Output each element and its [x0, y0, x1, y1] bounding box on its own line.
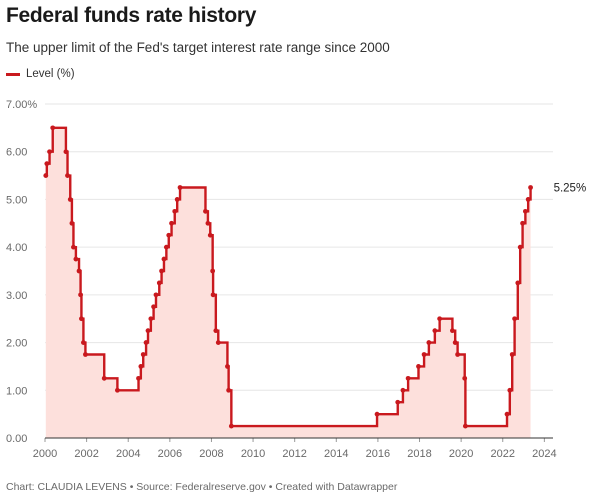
- rate-change-point: [73, 256, 79, 262]
- rate-change-point: [520, 220, 525, 226]
- y-tick-label: 4.00: [6, 242, 27, 254]
- legend-swatch: [6, 72, 20, 76]
- rate-change-point: [138, 364, 144, 369]
- rate-change-point: [145, 328, 151, 334]
- rate-change-point: [432, 328, 438, 334]
- rate-change-point: [140, 352, 146, 357]
- rate-change-point: [528, 185, 533, 190]
- rate-change-point: [172, 208, 178, 214]
- rate-change-point: [509, 352, 515, 357]
- rate-change-point: [228, 423, 234, 429]
- rate-change-point: [450, 328, 455, 334]
- x-tick-label: 2000: [33, 448, 57, 460]
- end-value-label: 5.25%: [554, 183, 587, 195]
- x-tick-label: 2014: [324, 448, 348, 460]
- x-tick-label: 2008: [199, 448, 223, 460]
- rate-change-point: [504, 411, 510, 417]
- rate-chart: 0.00 1.00 2.00 3.00 4.00 5.00 6.00 7.00% 2000 200…: [6, 99, 587, 460]
- rate-change-point: [437, 316, 443, 322]
- rate-change-point: [515, 280, 521, 286]
- rate-change-point: [213, 328, 219, 334]
- rate-change-point: [50, 125, 56, 131]
- rate-change-point: [395, 399, 401, 405]
- rate-change-point: [79, 316, 84, 322]
- rate-change-point: [169, 220, 174, 226]
- rate-change-point: [71, 244, 76, 250]
- rate-change-point: [67, 197, 73, 202]
- rate-change-point: [47, 149, 52, 155]
- legend-label: Level (%): [26, 68, 75, 80]
- rate-change-point: [143, 340, 149, 345]
- rate-change-point: [148, 316, 154, 322]
- rate-change-point: [78, 292, 83, 298]
- rate-change-point: [421, 352, 427, 357]
- rate-change-point: [207, 232, 213, 238]
- rate-change-point: [65, 173, 70, 178]
- x-tick-label: 2018: [407, 448, 431, 460]
- rate-change-point: [136, 375, 141, 381]
- rate-change-point: [517, 244, 523, 250]
- rate-change-point: [156, 280, 162, 286]
- chart-footer-credit: Chart: CLAUDIA LEVENS • Source: Federalr…: [6, 481, 398, 493]
- rate-change-point: [462, 423, 468, 429]
- rate-change-point: [512, 316, 518, 322]
- x-tick-label: 2002: [74, 448, 98, 460]
- rate-change-point: [455, 352, 460, 357]
- rate-change-point: [81, 340, 86, 345]
- rate-change-point: [177, 185, 183, 190]
- rate-change-point: [151, 304, 156, 310]
- rate-change-point: [44, 161, 50, 167]
- rate-change-point: [205, 220, 211, 226]
- rate-area-fill: [45, 127, 531, 439]
- y-tick-label: 5.00: [6, 194, 27, 206]
- rate-change-point: [159, 268, 164, 274]
- x-tick-label: 2016: [366, 448, 390, 460]
- rate-change-point: [400, 387, 406, 393]
- y-tick-label: 7.00%: [6, 99, 37, 111]
- rate-change-point: [101, 375, 107, 381]
- x-tick-label: 2004: [116, 448, 140, 460]
- rate-change-point: [210, 268, 216, 274]
- rate-change-point: [174, 197, 180, 202]
- rate-change-point: [114, 387, 120, 393]
- chart-subtitle: The upper limit of the Fed's target inte…: [6, 40, 390, 55]
- rate-change-point: [462, 375, 468, 381]
- chart-title: Federal funds rate history: [6, 4, 257, 27]
- y-tick-label: 6.00: [6, 147, 27, 159]
- x-tick-label: 2020: [449, 448, 473, 460]
- rate-change-point: [374, 411, 380, 417]
- rate-change-point: [522, 208, 528, 214]
- rate-change-point: [43, 173, 49, 178]
- rate-change-point: [416, 364, 421, 369]
- rate-change-point: [405, 375, 411, 381]
- x-tick-label: 2022: [491, 448, 515, 460]
- x-tick-label: 2012: [282, 448, 306, 460]
- rate-change-point: [426, 340, 432, 345]
- rate-change-point: [507, 387, 513, 393]
- rate-change-point: [210, 292, 216, 298]
- rate-change-point: [163, 244, 169, 250]
- rate-change-point: [525, 197, 531, 202]
- rate-change-point: [76, 268, 82, 274]
- rate-change-point: [203, 208, 208, 214]
- y-tick-label: 1.00: [6, 385, 27, 397]
- rate-change-point: [215, 340, 221, 345]
- y-tick-label: 0.00: [6, 433, 27, 445]
- x-tick-label: 2006: [158, 448, 182, 460]
- y-tick-label: 3.00: [6, 290, 27, 302]
- rate-change-point: [83, 352, 88, 357]
- rate-change-point: [225, 364, 230, 369]
- y-tick-label: 2.00: [6, 338, 27, 350]
- x-tick-label: 2024: [532, 448, 556, 460]
- rate-change-point: [226, 387, 232, 393]
- rate-change-point: [63, 149, 69, 155]
- rate-change-point: [161, 256, 167, 262]
- rate-change-point: [153, 292, 159, 298]
- rate-change-point: [69, 220, 75, 226]
- x-tick-label: 2010: [241, 448, 265, 460]
- legend: Level (%): [6, 68, 75, 80]
- rate-change-point: [166, 232, 172, 238]
- rate-change-point: [452, 340, 458, 345]
